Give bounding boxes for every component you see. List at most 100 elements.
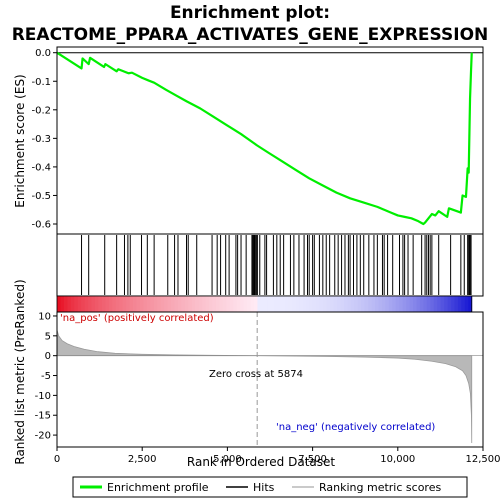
metric-area	[56, 329, 473, 444]
legend-box	[72, 476, 468, 498]
x-axis-label: Rank in Ordered Dataset	[187, 455, 335, 469]
metric-tick-label: 0	[45, 351, 51, 362]
heat-cell	[157, 296, 162, 312]
es-axis-label: Enrichment score (ES)	[13, 74, 27, 207]
zero-cross-label: Zero cross at 5874	[209, 369, 303, 380]
heat-cell	[350, 296, 355, 312]
heat-cell	[209, 296, 213, 312]
legend-metric-label: Ranking metric scores	[319, 481, 441, 494]
heat-cell	[271, 296, 276, 312]
metric-tick-label: 10	[38, 311, 51, 322]
heat-cell	[295, 296, 300, 312]
heat-cell	[188, 296, 193, 312]
x-tick-label: 2,500	[128, 454, 157, 465]
heat-cell	[153, 296, 158, 312]
heat-cell	[347, 296, 352, 312]
heat-cell	[447, 296, 452, 312]
heat-cell	[323, 296, 327, 312]
heat-cell	[63, 296, 68, 312]
heat-cell	[412, 296, 417, 312]
legend-es-label: Enrichment profile	[107, 481, 209, 494]
chart-title-line1: Enrichment plot:	[170, 3, 330, 23]
heat-cell	[336, 296, 341, 312]
es-panel: 0.0 -0.1 -0.2 -0.3 -0.4 -0.5 -0.6	[31, 46, 484, 235]
heat-cell	[364, 296, 369, 312]
x-tick-label: 7,500	[298, 454, 327, 465]
heat-cell	[343, 296, 348, 312]
heat-cell	[378, 296, 383, 312]
heat-cell	[302, 296, 307, 312]
heat-cell	[136, 296, 141, 312]
heat-cell	[309, 296, 314, 312]
metric-axis-label: Ranked list metric (PreRanked)	[13, 279, 27, 464]
heat-cell	[333, 296, 338, 312]
heat-cell	[112, 296, 117, 312]
es-tick-label: -0.1	[31, 77, 51, 88]
heat-cell	[461, 296, 466, 312]
heat-cell	[385, 296, 390, 312]
heat-cell	[115, 296, 120, 312]
heat-cell	[77, 296, 82, 312]
heat-cell	[264, 296, 269, 312]
heat-cell	[454, 296, 459, 312]
x-tick-label: 0	[54, 454, 60, 465]
heat-cell	[281, 296, 286, 312]
heat-cell	[274, 296, 279, 312]
heat-cell	[409, 296, 414, 312]
heat-cell	[278, 296, 283, 312]
legend: Enrichment profile Hits Ranking metric s…	[72, 476, 468, 498]
heat-cell	[406, 296, 410, 312]
heat-cell	[437, 296, 442, 312]
heat-cell	[226, 296, 231, 312]
es-tick-label: -0.6	[31, 220, 51, 231]
heat-cell	[181, 296, 186, 312]
heat-cell	[150, 296, 155, 312]
heat-cell	[312, 296, 317, 312]
heat-cell	[257, 296, 262, 312]
heat-cell	[326, 296, 331, 312]
heat-cell	[395, 296, 400, 312]
heat-cell	[426, 296, 431, 312]
heat-cell	[433, 296, 438, 312]
heat-cell	[288, 296, 293, 312]
hits-frame	[56, 233, 484, 297]
heat-cell	[119, 296, 124, 312]
chart-title-line2: REACTOME_PPARA_ACTIVATES_GENE_EXPRESSION	[12, 25, 489, 45]
heat-cell	[174, 296, 179, 312]
heat-cell	[416, 296, 421, 312]
metric-plot-area	[57, 312, 483, 447]
metric-tick-label: -15	[35, 411, 51, 422]
heat-cell	[243, 296, 248, 312]
heat-cell	[105, 296, 110, 312]
heat-cell	[133, 296, 137, 312]
heat-cell	[402, 296, 407, 312]
heat-cell	[254, 296, 258, 312]
heat-cell	[298, 296, 303, 312]
heat-cell	[440, 296, 445, 312]
heat-cell	[146, 296, 151, 312]
heat-cell	[212, 296, 217, 312]
heat-cell	[84, 296, 89, 312]
es-tick-label: -0.3	[31, 134, 51, 145]
metric-panel-frame	[56, 311, 484, 448]
es-tick-label: 0.0	[35, 48, 51, 59]
heat-cell	[101, 296, 106, 312]
metric-tick-label: -10	[35, 391, 51, 402]
pos-correlated-label: 'na_pos' (positively correlated)	[60, 313, 214, 324]
heat-cell	[316, 296, 321, 312]
heat-cell	[319, 296, 324, 312]
es-tick-label: -0.2	[31, 105, 51, 116]
heat-cell	[381, 296, 386, 312]
heat-cell	[57, 296, 61, 312]
heat-cell	[167, 296, 172, 312]
heat-cell	[74, 296, 79, 312]
x-tick-label: 5,000	[213, 454, 242, 465]
heat-cell	[184, 296, 189, 312]
heat-cell	[129, 296, 134, 312]
heat-cell	[164, 296, 169, 312]
heat-cell	[399, 296, 404, 312]
heat-cell	[205, 296, 210, 312]
es-plot-area	[57, 47, 483, 234]
heat-cell	[305, 296, 310, 312]
